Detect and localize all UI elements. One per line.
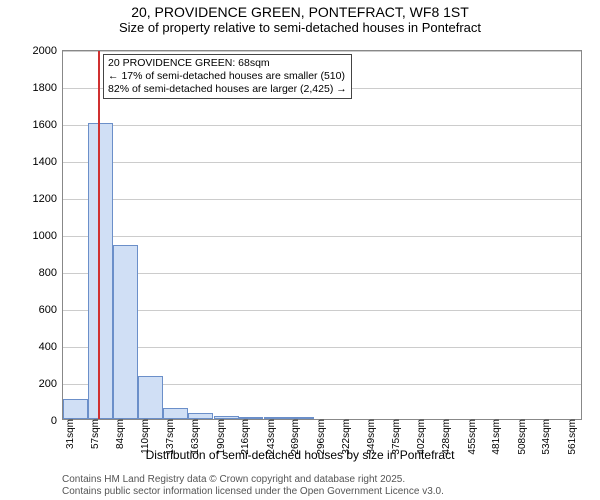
chart-container: 20, PROVIDENCE GREEN, PONTEFRACT, WF8 1S… bbox=[0, 0, 600, 500]
y-tick-label: 1200 bbox=[33, 193, 63, 205]
histogram-bar bbox=[113, 245, 138, 419]
footer-line-1: Contains HM Land Registry data © Crown c… bbox=[62, 474, 444, 486]
x-axis-label: Distribution of semi-detached houses by … bbox=[0, 448, 600, 462]
marker-line bbox=[98, 51, 100, 419]
plot-area: 020040060080010001200140016001800200031s… bbox=[62, 50, 582, 420]
x-tick-label: 84sqm bbox=[113, 419, 126, 449]
title-line-1: 20, PROVIDENCE GREEN, PONTEFRACT, WF8 1S… bbox=[0, 0, 600, 20]
y-tick-label: 2000 bbox=[33, 45, 63, 57]
y-tick-label: 800 bbox=[39, 267, 63, 279]
annotation-line-2: ← 17% of semi-detached houses are smalle… bbox=[108, 70, 347, 83]
gridline bbox=[63, 125, 581, 126]
y-tick-label: 400 bbox=[39, 341, 63, 353]
x-tick-label: 31sqm bbox=[63, 419, 76, 449]
gridline bbox=[63, 51, 581, 52]
histogram-bar bbox=[138, 376, 163, 419]
y-tick-label: 1000 bbox=[33, 230, 63, 242]
y-tick-label: 1800 bbox=[33, 82, 63, 94]
gridline bbox=[63, 310, 581, 311]
y-tick-label: 1400 bbox=[33, 156, 63, 168]
y-tick-label: 1600 bbox=[33, 119, 63, 131]
y-tick-label: 200 bbox=[39, 378, 63, 390]
gridline bbox=[63, 347, 581, 348]
footer: Contains HM Land Registry data © Crown c… bbox=[62, 474, 444, 498]
histogram-bar bbox=[63, 399, 88, 419]
x-tick-label: 57sqm bbox=[88, 419, 101, 449]
footer-line-2: Contains public sector information licen… bbox=[62, 486, 444, 498]
gridline bbox=[63, 273, 581, 274]
title-line-2: Size of property relative to semi-detach… bbox=[0, 20, 600, 39]
gridline bbox=[63, 162, 581, 163]
annotation-line-1: 20 PROVIDENCE GREEN: 68sqm bbox=[108, 57, 347, 70]
y-tick-label: 600 bbox=[39, 304, 63, 316]
annotation-line-3: 82% of semi-detached houses are larger (… bbox=[108, 83, 347, 96]
histogram-bar bbox=[163, 408, 188, 419]
annotation-box: 20 PROVIDENCE GREEN: 68sqm ← 17% of semi… bbox=[103, 54, 352, 99]
gridline bbox=[63, 236, 581, 237]
y-tick-label: 0 bbox=[51, 415, 63, 427]
histogram-bar bbox=[88, 123, 113, 419]
gridline bbox=[63, 199, 581, 200]
plot-rect: 020040060080010001200140016001800200031s… bbox=[62, 50, 582, 420]
